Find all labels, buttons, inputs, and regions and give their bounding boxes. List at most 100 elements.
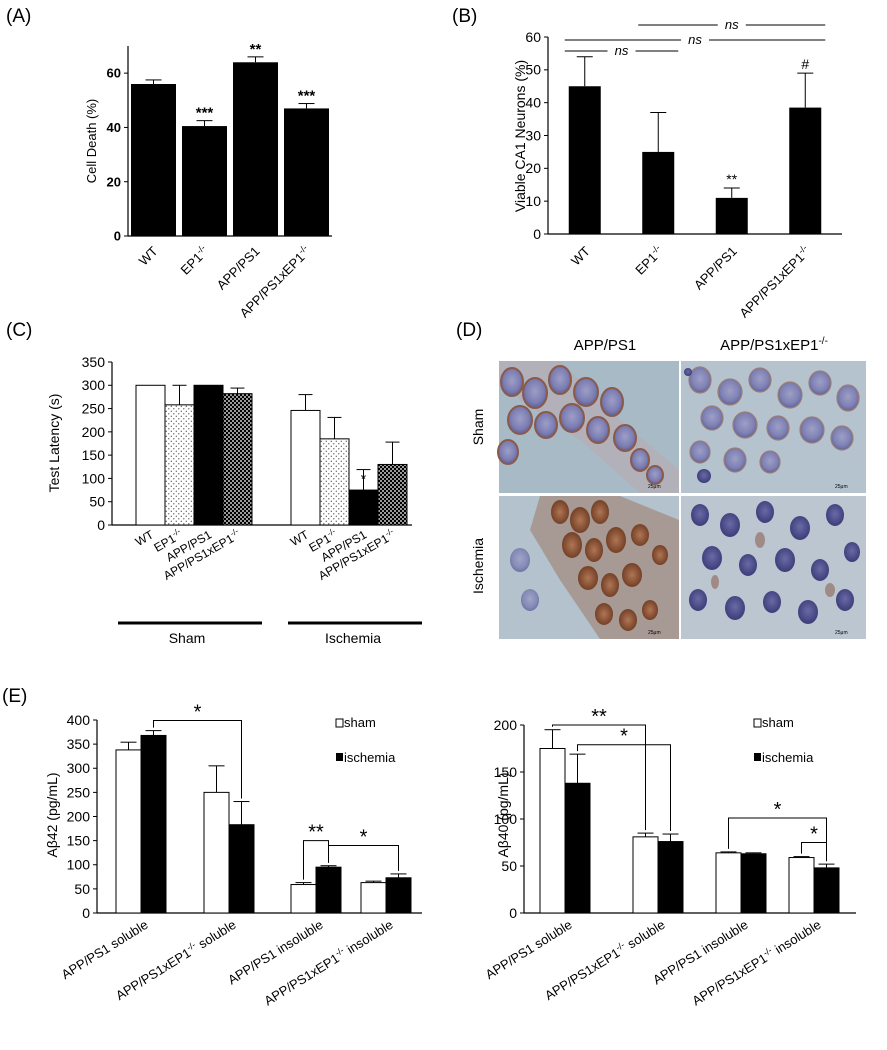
bar [789,107,822,234]
x-tick-label: APP/PS1xEP1-/- insoluble [689,916,824,1008]
bar [164,404,195,526]
y-tick-label: 0 [114,229,121,244]
significance-label: # [801,56,809,72]
bar [568,86,601,234]
y-tick-label: 50 [501,858,517,874]
bar [360,882,387,914]
y-tick-label: 30 [525,127,541,143]
bar [222,393,253,526]
y-tick-label: 20 [525,160,541,176]
significance-label: *** [298,88,316,105]
comparison-label: ns [725,17,739,32]
legend-swatch-sham [753,718,762,728]
y-axis-title-c: Test Latency (s) [46,394,62,493]
bar [115,749,142,914]
micrograph-app-ps1-sham [497,361,679,493]
panel-label-a: (A) [6,6,31,27]
y-tick-label: 350 [67,736,91,752]
significance-label: * [774,799,782,821]
y-tick-label: 200 [494,717,518,733]
significance-bracket [577,744,671,832]
y-tick-label: 0 [97,517,105,533]
row-label-sham: Sham [470,409,486,446]
y-tick-label: 40 [107,120,121,135]
comparison-label: ns [688,32,702,47]
chart-panel-a: 0204060WT***EP1-/-**APP/PS1***APP/PS1xEP… [107,41,332,321]
y-tick-label: 0 [509,905,517,921]
bar [315,866,342,914]
micrograph-app-ps1-ep1-sham [681,361,866,493]
column-label-app-ps1-ep1: APP/PS1xEP1-/- [720,336,828,354]
bar [564,782,591,914]
legend-e1: sham ischemia [335,715,396,765]
significance-label: ** [308,822,324,844]
comparison-label: ns [615,43,629,58]
significance-label: ** [591,706,607,728]
significance-label: * [810,824,818,846]
bar [228,824,255,914]
significance-label: * [194,701,202,723]
scale-bar-label: 25μm [835,630,848,636]
panel-label-d: (D) [456,320,482,341]
panel-label-c: (C) [6,320,32,341]
bar [740,853,767,914]
bar [715,197,748,234]
x-tick-label: WT [568,243,593,268]
y-tick-label: 100 [82,470,106,486]
y-tick-label: 100 [67,857,91,873]
y-tick-label: 60 [525,29,541,45]
y-axis-title-e2: Aβ40 (pg/mL) [495,772,511,857]
bar [140,734,167,914]
y-axis-title-a: Cell Death (%) [84,99,99,184]
significance-label: *** [196,105,214,122]
x-tick-label: EP1-/- [632,243,667,278]
y-tick-label: 250 [67,784,91,800]
y-tick-label: 150 [67,833,91,849]
bar [193,384,224,526]
bar [377,463,408,526]
x-tick-label: APP/PS1 soluble [483,917,575,982]
significance-label: * [620,726,628,748]
legend-swatch-sham [335,718,344,728]
group-label-sham: Sham [169,630,206,646]
y-tick-label: 150 [494,764,518,780]
y-tick-label: 50 [74,881,90,897]
bar [182,126,227,236]
significance-label: * [360,826,368,848]
y-axis-title-b: Viable CA1 Neurons (%) [512,60,528,212]
legend-swatch-ischemia [336,753,343,761]
y-tick-label: 50 [525,62,541,78]
significance-label: ** [250,41,262,58]
panel-label-e: (E) [2,686,27,707]
y-tick-label: 150 [82,447,106,463]
bar [348,489,379,526]
bar [290,409,321,526]
y-tick-label: 300 [67,760,91,776]
significance-label: * [361,471,367,487]
y-axis-title-e1: Aβ42 (pg/mL) [44,772,60,857]
legend-label-sham: sham [344,715,376,730]
row-label-ischemia: Ischemia [470,538,486,594]
bar [284,108,329,236]
y-tick-label: 60 [107,66,121,81]
chart-panel-b: 0 10 20 30 40 50 60 WT EP1-/- ** APP/PS1 # APP/PS1xE… [525,17,842,321]
y-tick-label: 350 [82,354,106,370]
bar [813,867,840,914]
x-tick-label: APP/PS1 [214,244,263,293]
significance-bracket [728,817,827,862]
bar [203,791,230,914]
y-tick-label: 10 [525,193,541,209]
y-tick-label: 0 [82,905,90,921]
y-tick-label: 200 [82,424,106,440]
y-tick-label: 400 [67,712,91,728]
chart-panel-e-abeta42: 0 50 100 150 200 250 300 350 400 APP/PS1 soluble A… [59,701,422,1008]
scale-bar-label: 25μm [648,630,661,636]
significance-bracket [552,724,646,831]
significance-bracket [153,719,242,799]
bar [632,836,659,914]
bar [715,852,742,914]
y-tick-label: 300 [82,377,106,393]
y-tick-label: 50 [89,494,105,510]
x-tick-label: APP/PS1 [691,244,740,293]
micrograph-app-ps1-ischemia [499,496,679,639]
